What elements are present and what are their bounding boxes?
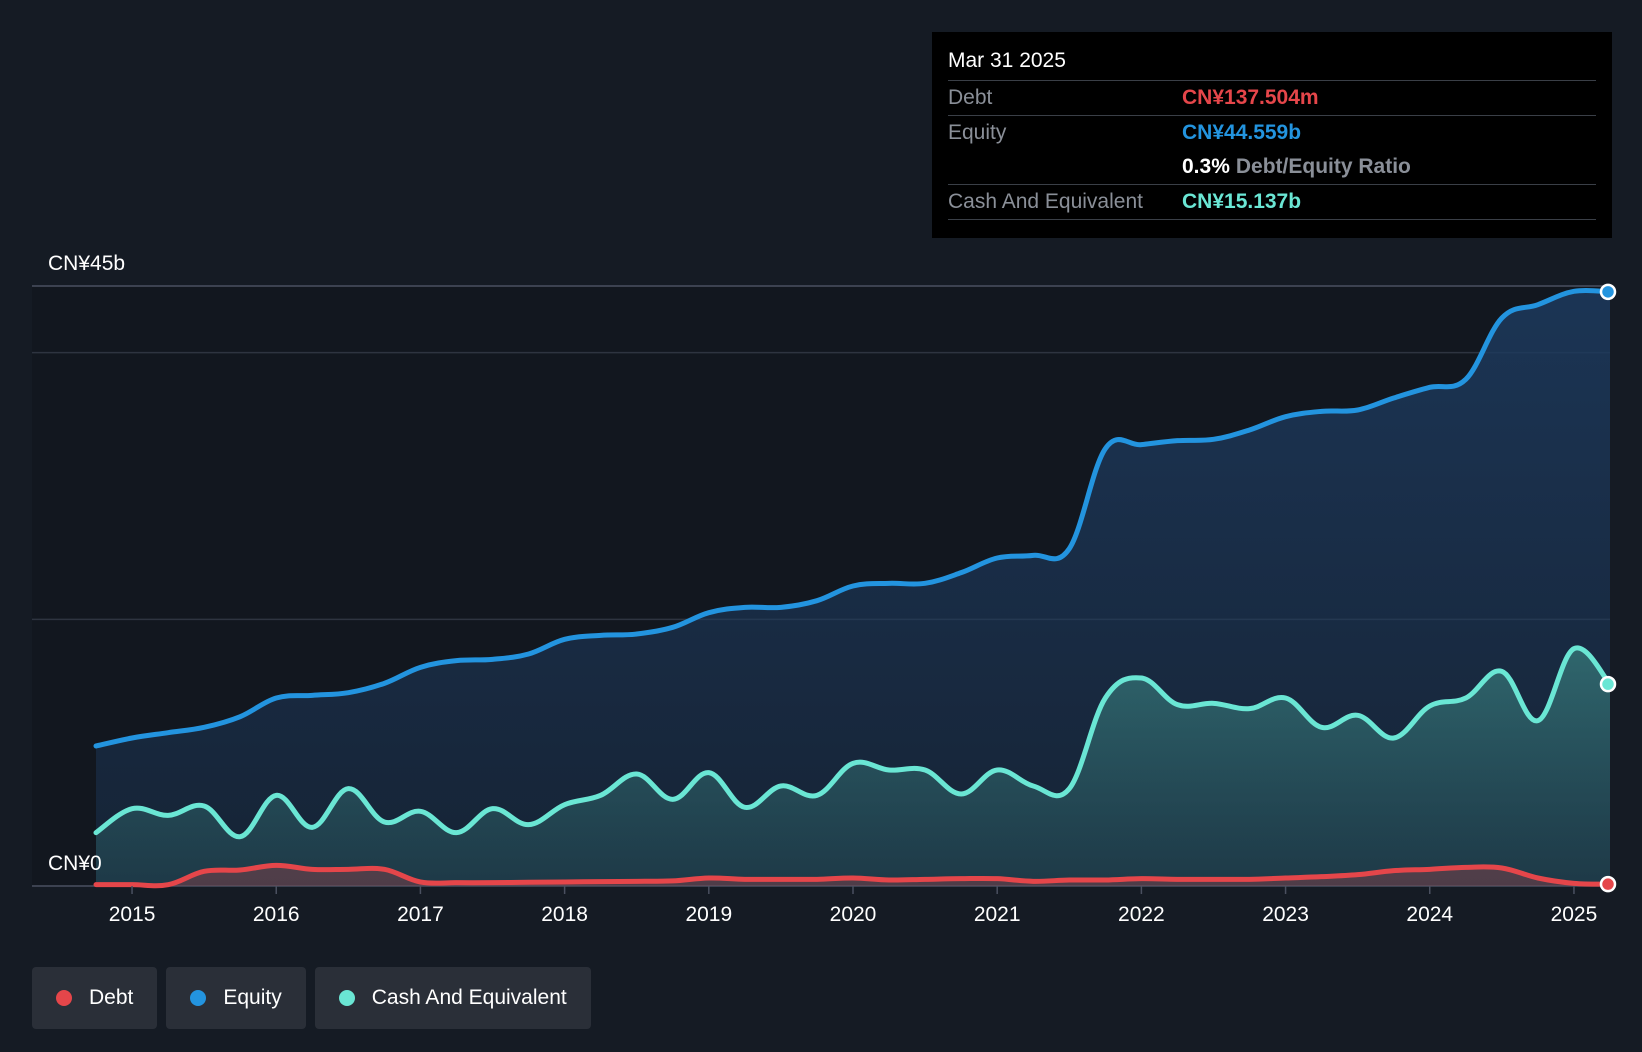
x-tick-label-2018: 2018 (541, 903, 588, 926)
tooltip-row-cash: Cash And Equivalent CN¥15.137b (948, 184, 1596, 220)
x-tick-label-2020: 2020 (830, 903, 877, 926)
tooltip-cash-value: CN¥15.137b (1182, 190, 1302, 213)
equity-endpoint-marker (1599, 283, 1617, 301)
x-tick-label-2024: 2024 (1406, 903, 1453, 926)
tooltip-debt-label: Debt (948, 86, 993, 109)
tooltip-row-debt: Debt CN¥137.504m (948, 80, 1596, 115)
debt-endpoint-marker (1599, 875, 1617, 893)
tooltip-ratio-label: Debt/Equity Ratio (1235, 155, 1411, 178)
tooltip-debt-value: CN¥137.504m (1182, 86, 1319, 109)
legend-label-equity: Equity (223, 986, 282, 1009)
x-tick-label-2022: 2022 (1118, 903, 1165, 926)
legend-dot-equity-icon (190, 990, 207, 1006)
tooltip-equity-label: Equity (948, 121, 1007, 144)
x-tick-label-2023: 2023 (1262, 903, 1309, 926)
x-tick-label-2025: 2025 (1551, 903, 1598, 926)
x-tick-label-2015: 2015 (109, 903, 156, 926)
tooltip-row-ratio: 0.3% Debt/Equity Ratio (948, 150, 1596, 184)
chart-legend: Debt Equity Cash And Equivalent (32, 967, 591, 1029)
tooltip-equity-value: CN¥44.559b (1182, 121, 1302, 144)
tooltip-row-equity: Equity CN¥44.559b (948, 115, 1596, 150)
tooltip-date: Mar 31 2025 (948, 49, 1066, 72)
x-tick-label-2021: 2021 (974, 903, 1021, 926)
tooltip-panel: Mar 31 2025 Debt CN¥137.504m Equity CN¥4… (932, 32, 1612, 238)
legend-item-debt[interactable]: Debt (32, 967, 158, 1029)
legend-item-cash[interactable]: Cash And Equivalent (314, 967, 591, 1029)
cash-line (93, 645, 1613, 840)
equity-line (93, 287, 1613, 749)
tooltip-ratio-value: 0.3% (1182, 155, 1230, 178)
legend-dot-debt-icon (56, 990, 72, 1006)
x-tick-label-2016: 2016 (253, 903, 300, 926)
cash-endpoint-marker (1599, 675, 1617, 693)
y-axis-top-label: CN¥45b (48, 252, 125, 275)
legend-label-cash: Cash And Equivalent (371, 986, 567, 1009)
tooltip-cash-label: Cash And Equivalent (948, 190, 1143, 213)
legend-item-equity[interactable]: Equity (166, 967, 306, 1029)
debt-line (93, 862, 1613, 889)
legend-dot-cash-icon (338, 990, 355, 1006)
legend-label-debt: Debt (89, 986, 134, 1009)
y-axis-bottom-label: CN¥0 (48, 852, 102, 875)
x-tick-label-2019: 2019 (685, 903, 732, 926)
x-tick-label-2017: 2017 (397, 903, 444, 926)
